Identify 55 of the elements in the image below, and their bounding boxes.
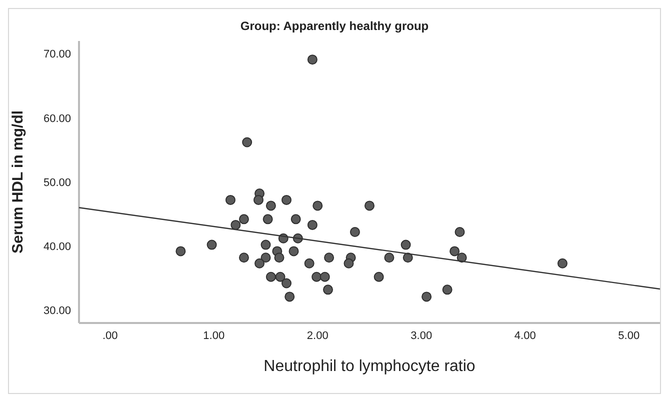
point: [320, 272, 330, 282]
point: [262, 214, 273, 224]
x-tick-label: 4.00: [514, 330, 536, 342]
y-tick-label: 40.00: [43, 240, 71, 253]
point: [176, 246, 186, 256]
point: [274, 252, 284, 263]
point: [238, 252, 249, 263]
point: [307, 54, 318, 65]
y-tick-label: 60.00: [43, 112, 71, 125]
point: [324, 252, 334, 263]
point: [364, 200, 374, 211]
point: [350, 226, 360, 237]
point: [450, 246, 460, 256]
x-axis-title: Neutrophil to lymphocyte ratio: [264, 358, 476, 375]
point: [402, 252, 413, 263]
point: [400, 240, 411, 250]
point: [242, 137, 252, 148]
point: [454, 226, 465, 237]
x-tick-label: 1.00: [203, 330, 225, 342]
point: [307, 220, 318, 230]
point: [253, 194, 264, 205]
point: [344, 258, 354, 268]
y-axis-title: Serum HDL in mg/dl: [9, 110, 26, 254]
point: [384, 252, 394, 263]
point: [312, 200, 323, 211]
point: [288, 246, 299, 256]
point: [266, 200, 276, 211]
x-tick-label: 2.00: [306, 330, 328, 342]
y-tick-label: 30.00: [43, 305, 71, 318]
point: [374, 272, 384, 282]
point: [442, 284, 452, 295]
x-tick-label: 3.00: [410, 330, 432, 342]
point: [557, 258, 568, 268]
x-tick-label: 5.00: [618, 330, 640, 342]
point: [284, 292, 295, 302]
point: [260, 240, 271, 250]
point: [304, 258, 314, 268]
point: [290, 214, 301, 224]
x-tick-label: .00: [102, 330, 118, 342]
point: [323, 284, 333, 295]
chart-title: Group: Apparently healthy group: [239, 19, 430, 33]
point: [238, 214, 249, 224]
point: [422, 292, 432, 302]
point: [275, 272, 286, 282]
point: [282, 278, 292, 288]
point: [225, 194, 236, 205]
point: [266, 272, 276, 282]
y-tick-label: 50.00: [43, 176, 71, 189]
point: [206, 240, 217, 250]
point: [254, 258, 265, 268]
y-tick-label: 70.00: [43, 48, 71, 61]
point: [230, 220, 241, 230]
point: [260, 252, 271, 263]
point: [312, 272, 322, 282]
point: [282, 194, 292, 205]
